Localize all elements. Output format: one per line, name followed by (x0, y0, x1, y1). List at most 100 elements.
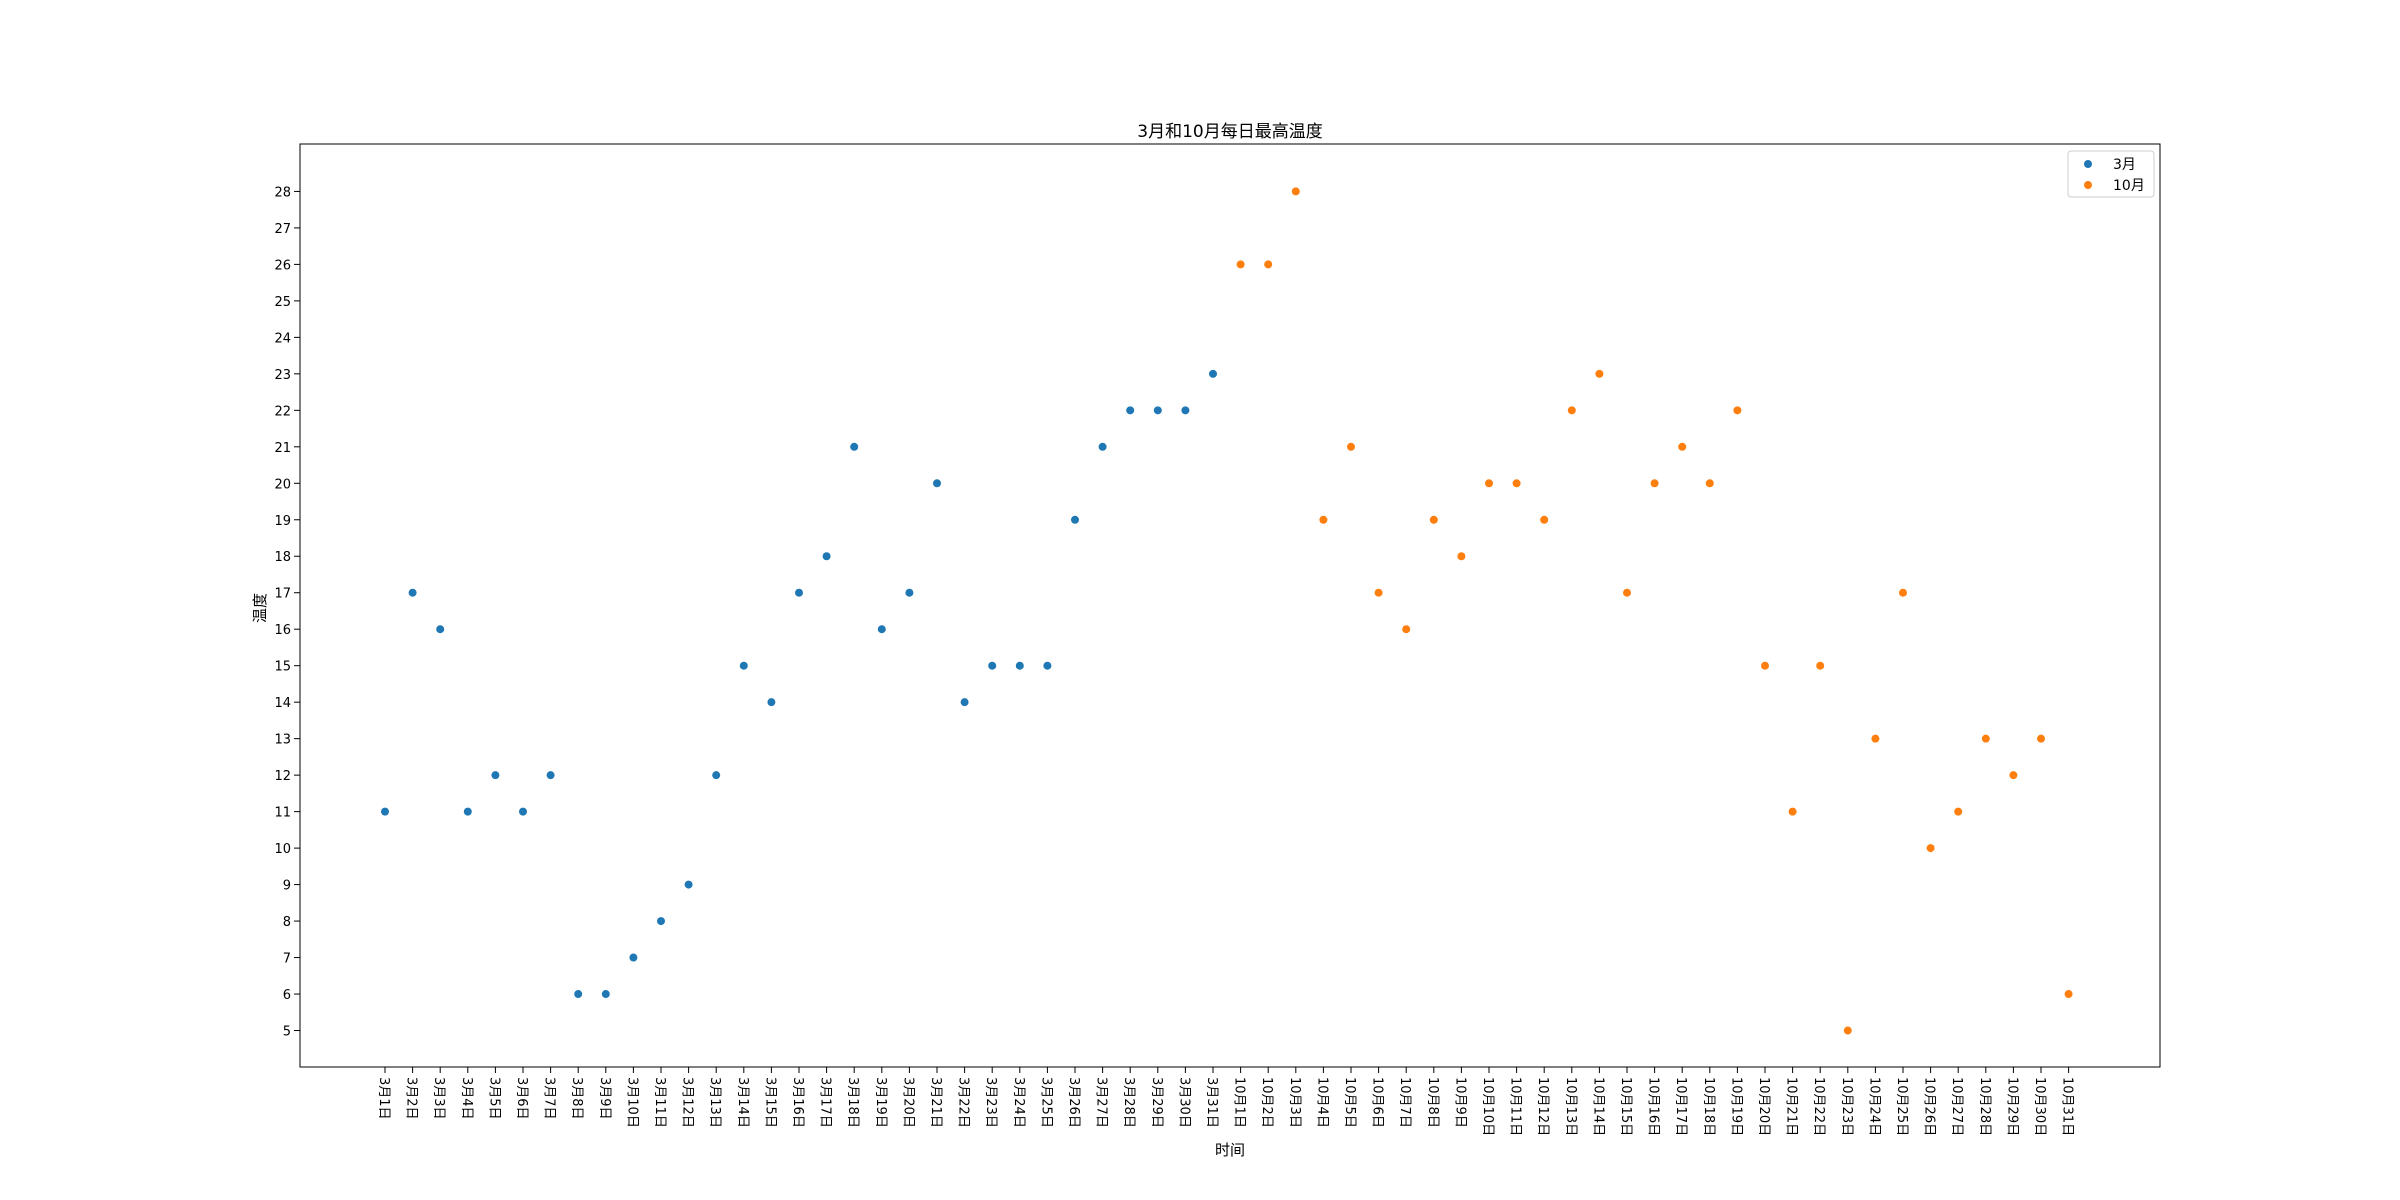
y-tick-label: 15 (274, 660, 291, 675)
x-tick-label: 3月15日 (762, 1077, 777, 1128)
x-tick-label: 3月19日 (873, 1077, 888, 1128)
data-point (1843, 1026, 1852, 1035)
x-tick-label: 3月24日 (1011, 1077, 1026, 1128)
x-axis-label: 时间 (1215, 1141, 1245, 1159)
data-point (1705, 479, 1714, 488)
x-tick-label: 10月18日 (1701, 1077, 1716, 1136)
x-tick-label: 10月2日 (1259, 1077, 1274, 1128)
data-point (1153, 406, 1162, 415)
y-tick-label: 5 (283, 1025, 291, 1040)
x-tick-label: 3月28日 (1121, 1077, 1136, 1128)
data-point (684, 880, 693, 889)
data-point (712, 771, 721, 780)
data-point (629, 953, 638, 962)
x-tick-label: 3月12日 (680, 1077, 695, 1128)
x-tick-label: 3月9日 (597, 1077, 612, 1120)
x-tick-label: 3月30日 (1176, 1077, 1191, 1128)
x-tick-label: 10月23日 (1839, 1077, 1854, 1136)
x-tick-label: 3月11日 (652, 1077, 667, 1128)
data-point (381, 807, 389, 816)
y-tick-label: 27 (274, 222, 291, 237)
y-tick-label: 13 (274, 733, 291, 748)
x-tick-label: 3月8日 (569, 1077, 584, 1120)
x-tick-label: 10月22日 (1811, 1077, 1826, 1136)
x-tick-label: 10月20日 (1756, 1077, 1771, 1136)
data-point (1954, 807, 1963, 816)
y-tick-label: 9 (283, 879, 291, 894)
y-tick-label: 10 (274, 842, 291, 857)
x-tick-label: 10月6日 (1370, 1077, 1385, 1128)
data-point (822, 552, 831, 561)
data-point (988, 661, 997, 670)
data-point (1540, 515, 1549, 524)
y-tick-label: 8 (283, 915, 291, 930)
y-tick-label: 22 (274, 404, 291, 419)
x-tick-label: 3月29日 (1149, 1077, 1164, 1128)
data-point (933, 479, 941, 488)
y-axis-label: 温度 (251, 593, 269, 623)
data-point (1733, 406, 1742, 415)
x-tick-label: 10月14日 (1590, 1077, 1605, 1136)
data-point (850, 442, 859, 451)
data-point (436, 625, 445, 634)
data-point (657, 917, 665, 926)
data-point (1485, 479, 1493, 488)
data-point (767, 698, 776, 707)
x-tick-label: 3月23日 (983, 1077, 998, 1128)
x-tick-label: 3月27日 (1094, 1077, 1109, 1128)
data-point (1623, 588, 1631, 597)
x-tick-label: 10月15日 (1618, 1077, 1633, 1136)
data-point (1015, 661, 1024, 670)
data-point (1567, 406, 1576, 415)
y-tick-label: 20 (274, 477, 291, 492)
data-point (1816, 661, 1825, 670)
x-tick-label: 10月24日 (1866, 1077, 1881, 1136)
data-point (1071, 515, 1079, 524)
x-tick-label: 3月26日 (1066, 1077, 1081, 1128)
data-point (1209, 369, 1217, 378)
legend-label: 10月 (2113, 178, 2145, 194)
x-tick-label: 10月11日 (1508, 1077, 1523, 1136)
y-tick-label: 21 (274, 441, 291, 456)
data-point (739, 661, 748, 670)
y-tick-label: 7 (283, 952, 291, 967)
x-tick-label: 10月4日 (1314, 1077, 1329, 1128)
data-point (1457, 552, 1466, 561)
data-point (1788, 807, 1797, 816)
data-point (1871, 734, 1880, 743)
data-point (2037, 734, 2045, 743)
x-tick-label: 10月27日 (1949, 1077, 1964, 1136)
y-tick-label: 17 (274, 587, 291, 602)
x-tick-label: 10月31日 (2060, 1077, 2075, 1136)
data-point (1650, 479, 1659, 488)
data-point (1236, 260, 1245, 269)
x-tick-label: 10月1日 (1232, 1077, 1247, 1128)
data-point (1899, 588, 1907, 597)
y-tick-label: 26 (274, 258, 291, 273)
data-point (1429, 515, 1438, 524)
y-tick-label: 23 (274, 368, 291, 383)
data-point (1181, 406, 1190, 415)
data-point (2064, 990, 2073, 999)
y-tick-label: 16 (274, 623, 291, 638)
data-point (601, 990, 610, 999)
data-point (1098, 442, 1107, 451)
x-tick-label: 10月25日 (1894, 1077, 1909, 1136)
x-tick-label: 3月5日 (486, 1077, 501, 1120)
x-tick-label: 3月3日 (431, 1077, 446, 1120)
x-tick-label: 10月9日 (1452, 1077, 1467, 1128)
chart-title: 3月和10月每日最高温度 (1137, 122, 1322, 142)
data-point (1126, 406, 1135, 415)
data-point (408, 588, 417, 597)
y-tick-label: 18 (274, 550, 291, 565)
data-point (1402, 625, 1411, 634)
data-point (1926, 844, 1935, 853)
x-tick-label: 3月20日 (900, 1077, 915, 1128)
x-tick-label: 10月16日 (1646, 1077, 1661, 1136)
x-tick-label: 3月13日 (707, 1077, 722, 1128)
x-tick-label: 10月30日 (2032, 1077, 2047, 1136)
data-point (1264, 260, 1273, 269)
x-tick-label: 3月4日 (459, 1077, 474, 1120)
data-point (877, 625, 886, 634)
